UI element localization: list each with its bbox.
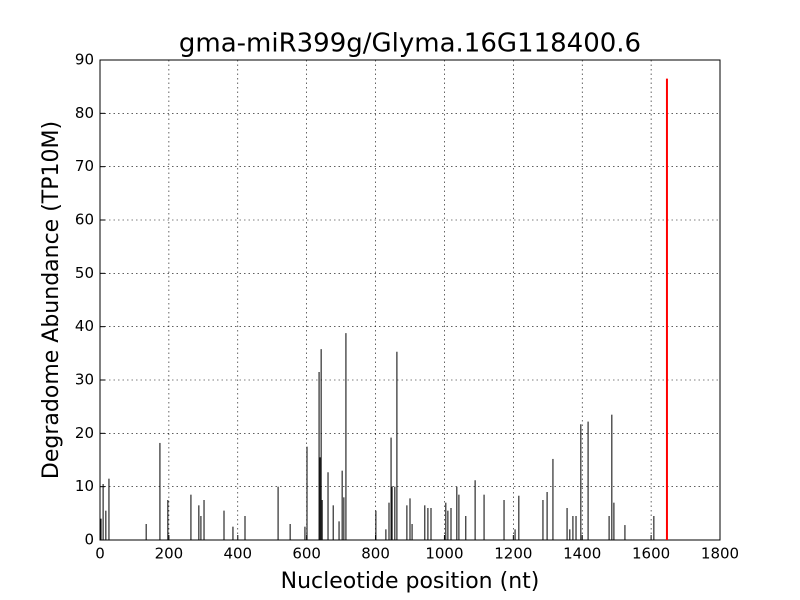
x-tick-label: 800 — [361, 545, 390, 563]
y-tick-label: 20 — [75, 424, 94, 442]
y-tick-label: 0 — [84, 531, 94, 549]
y-tick-label: 60 — [75, 211, 94, 229]
y-tick-label: 10 — [75, 477, 94, 495]
x-tick-label: 200 — [155, 545, 184, 563]
x-axis-label: Nucleotide position (nt) — [281, 569, 540, 594]
x-tick-label: 600 — [292, 545, 321, 563]
x-tick-label: 1400 — [563, 545, 601, 563]
y-tick-label: 90 — [75, 51, 94, 69]
x-tick-label: 1800 — [701, 545, 739, 563]
y-tick-label: 30 — [75, 371, 94, 389]
y-tick-label: 40 — [75, 317, 94, 335]
plot-frame — [99, 59, 721, 541]
x-tick-label: 1200 — [494, 545, 532, 563]
y-tick-label: 80 — [75, 104, 94, 122]
x-tick-label: 1600 — [632, 545, 670, 563]
y-tick-label: 50 — [75, 264, 94, 282]
y-axis-label: Degradome Abundance (TP10M) — [39, 121, 64, 479]
chart-title: gma-miR399g/Glyma.16G118400.6 — [179, 29, 641, 59]
x-tick-label: 400 — [223, 545, 252, 563]
y-tick-label: 70 — [75, 157, 94, 175]
x-tick-label: 0 — [95, 545, 105, 563]
x-tick-label: 1000 — [425, 545, 463, 563]
